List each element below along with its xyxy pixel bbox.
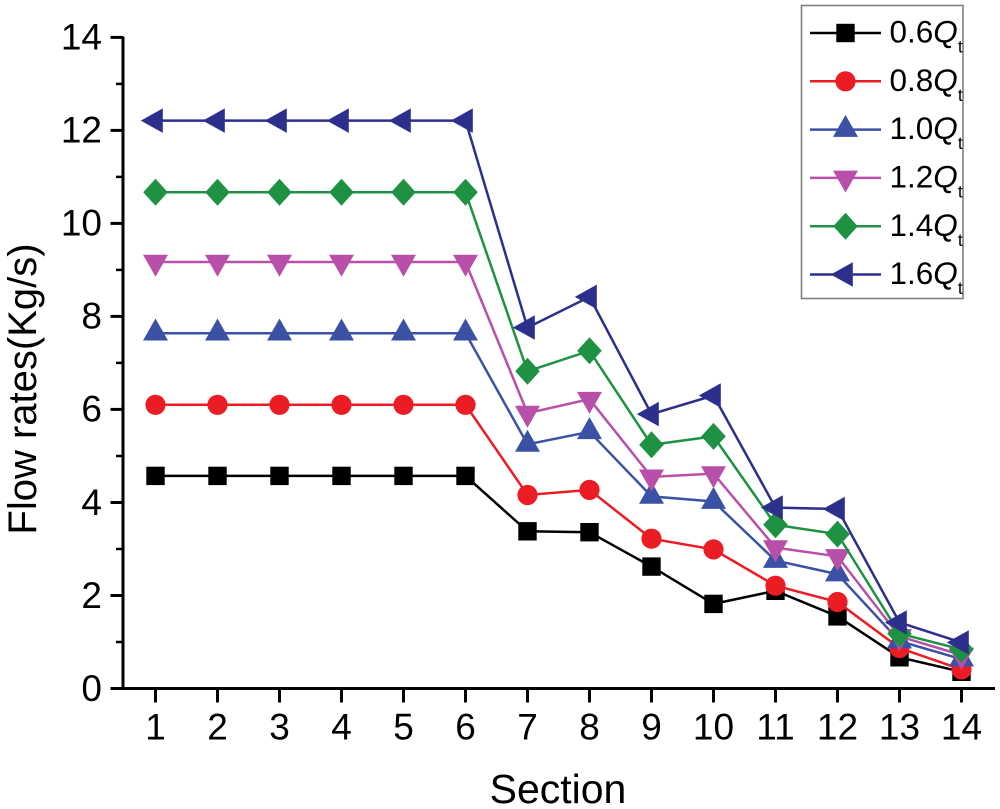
svg-text:2: 2	[207, 707, 228, 748]
svg-text:6: 6	[455, 707, 476, 748]
svg-text:6: 6	[81, 389, 102, 430]
svg-text:12: 12	[61, 110, 102, 151]
svg-text:5: 5	[393, 707, 414, 748]
svg-text:2: 2	[81, 575, 102, 616]
svg-text:12: 12	[817, 707, 858, 748]
svg-text:0.6Qt: 0.6Qt	[890, 14, 963, 57]
svg-text:7: 7	[517, 707, 538, 748]
svg-text:4: 4	[81, 482, 102, 523]
svg-text:8: 8	[81, 296, 102, 337]
svg-text:14: 14	[61, 17, 102, 58]
svg-text:9: 9	[641, 707, 662, 748]
svg-text:1.0Qt: 1.0Qt	[890, 110, 963, 153]
svg-text:13: 13	[879, 707, 920, 748]
svg-text:8: 8	[579, 707, 600, 748]
svg-text:1.4Qt: 1.4Qt	[890, 207, 963, 250]
svg-text:Flow rates(Kg/s): Flow rates(Kg/s)	[1, 243, 45, 534]
svg-text:10: 10	[693, 707, 734, 748]
svg-text:11: 11	[756, 707, 794, 748]
svg-text:0.8Qt: 0.8Qt	[890, 62, 963, 105]
svg-text:1.2Qt: 1.2Qt	[890, 159, 963, 202]
svg-text:3: 3	[269, 707, 290, 748]
svg-text:1.6Qt: 1.6Qt	[890, 255, 963, 298]
svg-text:4: 4	[331, 707, 352, 748]
svg-text:Section: Section	[490, 766, 627, 809]
svg-text:0: 0	[81, 668, 102, 709]
svg-text:14: 14	[941, 707, 982, 748]
svg-text:1: 1	[145, 707, 166, 748]
svg-text:10: 10	[61, 203, 102, 244]
